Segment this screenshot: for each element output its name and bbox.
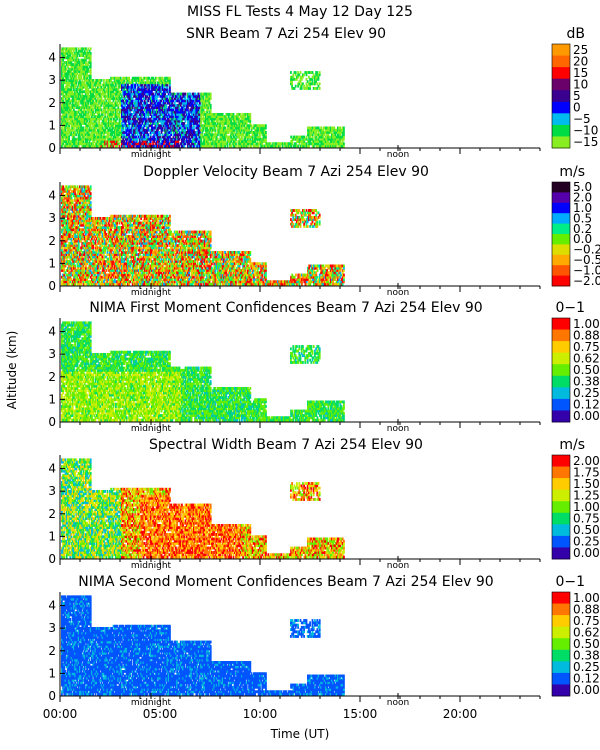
heatmap-cell (74, 265, 76, 268)
colorbar-swatch (552, 102, 570, 114)
colorbar-swatch (552, 67, 570, 79)
heatmap-cell (265, 124, 267, 127)
y-tick-label: 2 (48, 96, 56, 110)
y-tick-label: 4 (48, 51, 56, 65)
colorbar-swatch (552, 125, 570, 137)
y-axis-label: Altitude (km) (5, 331, 19, 410)
colorbar-swatch (552, 113, 570, 125)
colorbar-swatch (552, 136, 570, 148)
colorbar-swatch (552, 56, 570, 68)
heatmap-cell (156, 77, 158, 80)
heatmap-cell (265, 131, 267, 134)
y-tick-label: 0 (48, 141, 56, 155)
y-tick-label: 1 (48, 118, 56, 132)
heatmap-cell (343, 142, 345, 145)
panel-2: Doppler Velocity Beam 7 Azi 254 Elev 90 m… (48, 164, 600, 298)
heatmap-cell (319, 82, 321, 85)
heatmap-cell (185, 93, 187, 96)
heatmap-cells (61, 185, 345, 285)
colorbar-swatch (552, 90, 570, 102)
panel-title: SNR Beam 7 Azi 254 Elev 90 (186, 26, 386, 42)
heatmap-cell (343, 127, 345, 130)
heatmap-cell (295, 85, 297, 88)
heatmap-cell (147, 133, 149, 136)
heatmap-cell (290, 71, 292, 74)
heatmap-cell (319, 71, 321, 74)
heatmap-cell (72, 199, 74, 202)
colorbar-units: dB (567, 26, 586, 42)
colorbar-swatch (552, 79, 570, 91)
colorbar-units: m/s (559, 164, 585, 180)
figure-suptitle: MISS FL Tests 4 May 12 Day 125 (187, 4, 413, 20)
heatmap-cell (101, 79, 103, 82)
panel-1: SNR Beam 7 Azi 254 Elev 90 dB 0 1 2 3 4 midnigh… (48, 26, 598, 160)
panel-title: Doppler Velocity Beam 7 Azi 254 Elev 90 (143, 164, 429, 180)
heatmap-cell (300, 71, 302, 74)
noon-label: noon (387, 150, 409, 160)
heatmap-cell (319, 87, 321, 90)
panels: SNR Beam 7 Azi 254 Elev 90 dB 0 1 2 3 4 midnigh… (48, 26, 600, 708)
y-tick-label: 3 (48, 73, 56, 87)
heatmap-cells (61, 47, 345, 147)
heatmap-cell (90, 52, 92, 55)
heatmap-cell (210, 104, 212, 107)
midnight-label: midnight (131, 150, 172, 160)
colorbar-label: −15 (573, 135, 598, 149)
heatmap-cell (75, 47, 77, 50)
heatmap-cell (210, 93, 212, 96)
colorbar-swatch (552, 44, 570, 56)
heatmap-cell (90, 47, 92, 50)
heatmap-cell (295, 71, 297, 74)
heatmap-cell (249, 113, 251, 116)
heatmap-cell (103, 79, 105, 82)
heatmap-cell (128, 77, 130, 80)
heatmap-cell (169, 77, 171, 80)
x-axis-label: Time (UT) (270, 727, 330, 741)
